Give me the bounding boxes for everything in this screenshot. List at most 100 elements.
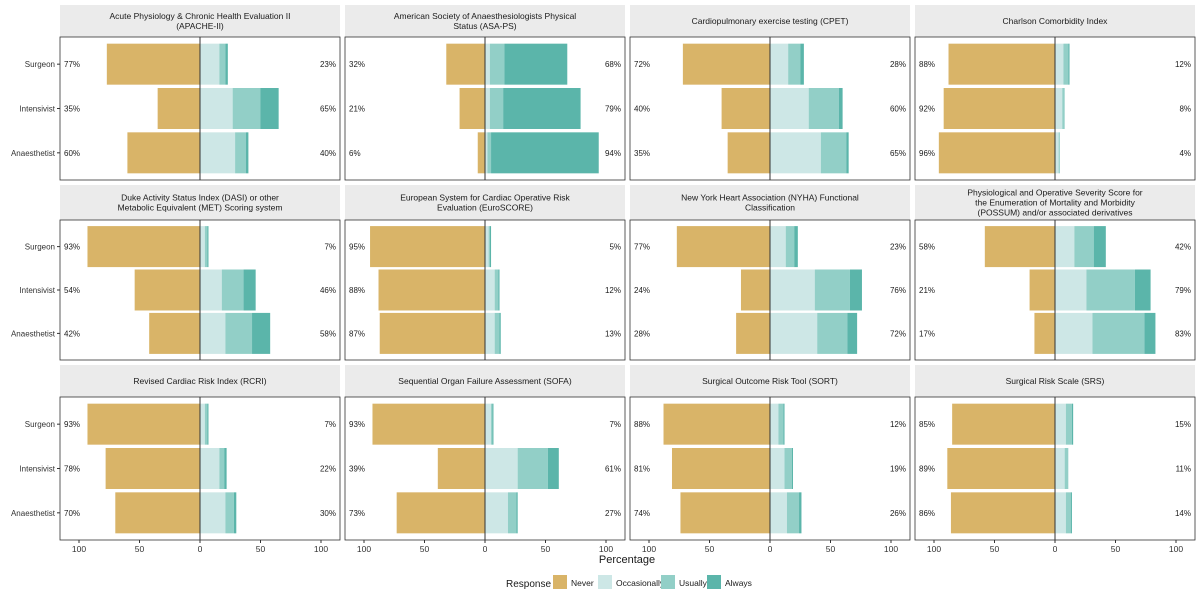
bar-occasionally [770, 226, 786, 268]
bar-always [499, 312, 501, 354]
bar-always [491, 132, 599, 174]
bar-never [682, 43, 770, 85]
left-percent-label: 92% [919, 105, 935, 114]
right-percent-label: 7% [324, 420, 336, 429]
x-tick-label: 0 [1053, 544, 1058, 554]
bar-always [224, 448, 227, 489]
bar-usually [1074, 226, 1094, 268]
category-label: Surgeon [25, 420, 55, 429]
right-percent-label: 13% [605, 329, 621, 338]
bar-occasionally [200, 43, 220, 85]
left-percent-label: 86% [919, 509, 935, 518]
bar-always [849, 269, 862, 311]
bar-occasionally [1055, 492, 1066, 534]
left-percent-label: 93% [64, 243, 80, 252]
bar-occasionally [770, 448, 785, 489]
left-percent-label: 70% [64, 509, 80, 518]
bar-never [134, 269, 200, 311]
bar-always [783, 403, 785, 445]
left-percent-label: 35% [634, 149, 650, 158]
category-label: Surgeon [25, 60, 55, 69]
left-percent-label: 88% [919, 60, 935, 69]
bar-occasionally [1055, 403, 1066, 445]
left-percent-label: 87% [349, 329, 365, 338]
bar-never [115, 492, 200, 534]
bar-occasionally [485, 312, 495, 354]
panel-strip [630, 185, 910, 220]
right-percent-label: 79% [605, 105, 621, 114]
left-percent-label: 77% [634, 243, 650, 252]
left-percent-label: 21% [919, 286, 935, 295]
bar-always [791, 448, 793, 489]
panel-title: Cardiopulmonary exercise testing (CPET) [692, 16, 849, 26]
bar-usually [489, 43, 505, 85]
bar-occasionally [200, 312, 226, 354]
legend-title: Response [506, 579, 551, 590]
bar-always [503, 88, 581, 129]
right-percent-label: 12% [1175, 60, 1191, 69]
bar-usually [204, 226, 208, 268]
panel-strip [915, 185, 1195, 220]
x-tick-label: 50 [990, 544, 1000, 554]
x-tick-label: 100 [599, 544, 613, 554]
right-percent-label: 23% [320, 60, 336, 69]
panel-title: New York Heart Association (NYHA) Functi… [681, 193, 859, 213]
bar-usually [221, 269, 244, 311]
bar-occasionally [770, 132, 821, 174]
right-percent-label: 19% [890, 465, 906, 474]
right-percent-label: 60% [890, 105, 906, 114]
bar-always [492, 403, 494, 445]
bar-always [1093, 226, 1106, 268]
bar-usually [488, 226, 490, 268]
left-percent-label: 73% [349, 509, 365, 518]
bar-usually [494, 312, 500, 354]
legend-label: Occasionally [616, 578, 665, 588]
bar-usually [219, 43, 226, 85]
bar-occasionally [485, 226, 489, 268]
right-percent-label: 79% [1175, 286, 1191, 295]
x-tick-label: 50 [135, 544, 145, 554]
panel-title: Surgical Risk Scale (SRS) [1006, 376, 1105, 386]
x-tick-label: 50 [705, 544, 715, 554]
panel-title: Acute Physiology & Chronic Health Evalua… [110, 11, 291, 31]
right-percent-label: 12% [605, 286, 621, 295]
right-percent-label: 65% [320, 105, 336, 114]
panel-strip [345, 365, 625, 397]
right-percent-label: 8% [1179, 105, 1191, 114]
bar-never [1034, 312, 1055, 354]
legend-label: Usually [679, 578, 708, 588]
bar-usually [232, 88, 261, 129]
x-tick-label: 100 [927, 544, 941, 554]
category-label: Anaesthetist [11, 329, 56, 338]
bar-occasionally [485, 88, 490, 129]
right-percent-label: 7% [324, 243, 336, 252]
left-percent-label: 24% [634, 286, 650, 295]
bar-always [1068, 43, 1070, 85]
bar-never [87, 226, 200, 268]
bar-never [943, 88, 1055, 129]
panel-strip [60, 185, 340, 220]
left-percent-label: 95% [349, 243, 365, 252]
right-percent-label: 11% [1176, 465, 1191, 474]
legend-label: Never [571, 578, 594, 588]
category-label: Surgeon [25, 243, 55, 252]
bar-always [1070, 492, 1072, 534]
x-tick-label: 0 [483, 544, 488, 554]
bar-always [516, 492, 518, 534]
category-label: Anaesthetist [11, 149, 56, 158]
left-percent-label: 77% [64, 60, 80, 69]
bar-usually [1092, 312, 1145, 354]
bar-usually [1058, 132, 1060, 174]
left-percent-label: 35% [64, 105, 80, 114]
right-percent-label: 7% [609, 420, 621, 429]
panel-title: Charlson Comorbidity Index [1003, 16, 1109, 26]
left-percent-label: 39% [349, 465, 365, 474]
right-percent-label: 83% [1175, 329, 1191, 338]
bar-always [799, 492, 802, 534]
panel-border [344, 219, 626, 361]
left-percent-label: 81% [634, 465, 650, 474]
panel-strip [345, 185, 625, 220]
bar-always [243, 269, 256, 311]
bar-always [207, 403, 209, 445]
panel-border [629, 219, 911, 361]
